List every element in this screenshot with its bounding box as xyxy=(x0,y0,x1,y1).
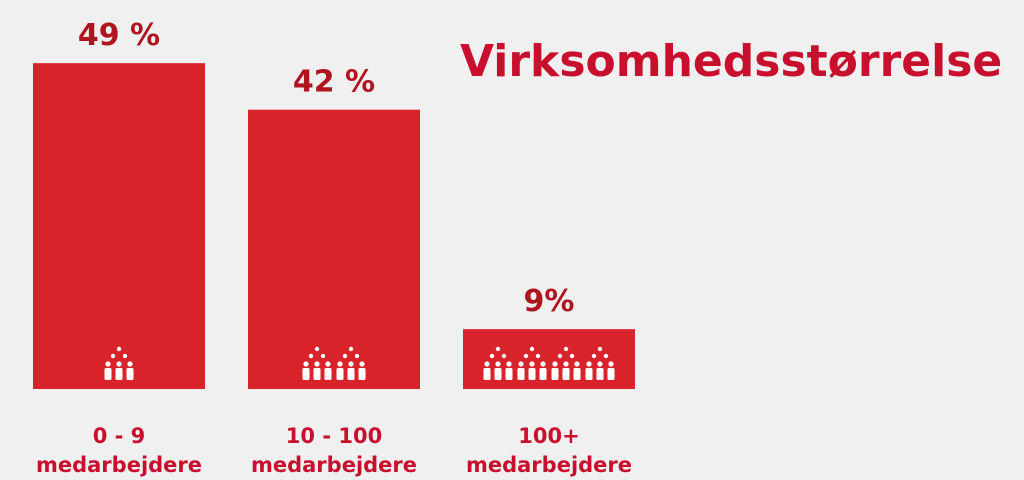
people-icon xyxy=(483,346,615,380)
icon-head xyxy=(359,361,365,367)
icon-head xyxy=(122,353,128,359)
icon-head xyxy=(495,346,501,352)
icon-body xyxy=(562,368,570,380)
icon-head xyxy=(348,346,354,352)
bar xyxy=(33,63,205,390)
icon-body xyxy=(302,368,310,380)
icon-head xyxy=(506,361,512,367)
icon-body xyxy=(539,368,547,380)
icon-body xyxy=(483,368,491,380)
icon-body xyxy=(104,368,112,380)
bar xyxy=(463,329,635,389)
icon-head xyxy=(529,361,535,367)
icon-head xyxy=(308,353,314,359)
x-tick-label: 10 - 100 medarbejdere xyxy=(250,424,418,477)
value-label: 42 % xyxy=(293,65,375,100)
icon-body xyxy=(494,368,502,380)
icon-head xyxy=(563,346,569,352)
x-tick-label: 0 - 9 medarbejdere xyxy=(35,424,203,477)
icon-head xyxy=(569,353,575,359)
icon-head xyxy=(557,353,563,359)
icon-head xyxy=(342,353,348,359)
bar xyxy=(248,109,420,389)
icon-head xyxy=(535,353,541,359)
value-label: 49 % xyxy=(78,18,160,53)
icon-head xyxy=(608,361,614,367)
icon-head xyxy=(348,361,354,367)
icon-body xyxy=(585,368,593,380)
icon-body xyxy=(313,368,321,380)
icon-body xyxy=(336,368,344,380)
icon-head xyxy=(116,361,122,367)
icon-body xyxy=(324,368,332,380)
icon-body xyxy=(517,368,525,380)
icon-head xyxy=(523,353,529,359)
icon-body xyxy=(607,368,615,380)
icon-head xyxy=(603,353,609,359)
icon-head xyxy=(489,353,495,359)
icon-head xyxy=(127,361,133,367)
icon-head xyxy=(303,361,309,367)
icon-head xyxy=(314,346,320,352)
icon-body xyxy=(358,368,366,380)
icon-head xyxy=(337,361,343,367)
icon-head xyxy=(314,361,320,367)
icon-body xyxy=(528,368,536,380)
icon-body xyxy=(573,368,581,380)
icon-head xyxy=(597,361,603,367)
icon-head xyxy=(540,361,546,367)
icon-head xyxy=(116,346,122,352)
value-label: 9% xyxy=(524,284,575,319)
icon-head xyxy=(597,346,603,352)
icon-head xyxy=(591,353,597,359)
icon-head xyxy=(552,361,558,367)
icon-head xyxy=(501,353,507,359)
icon-head xyxy=(320,353,326,359)
people-icon xyxy=(302,346,366,380)
icon-head xyxy=(563,361,569,367)
icon-head xyxy=(484,361,490,367)
icon-head xyxy=(105,361,111,367)
icon-head xyxy=(110,353,116,359)
icon-head xyxy=(495,361,501,367)
icon-body xyxy=(551,368,559,380)
icon-head xyxy=(325,361,331,367)
icon-head xyxy=(574,361,580,367)
icon-head xyxy=(518,361,524,367)
icon-head xyxy=(354,353,360,359)
icon-body xyxy=(505,368,513,380)
chart-title: Virksomhedsstørrelse xyxy=(460,36,1002,87)
icon-body xyxy=(115,368,123,380)
icon-body xyxy=(126,368,134,380)
icon-head xyxy=(586,361,592,367)
icon-head xyxy=(529,346,535,352)
people-icon xyxy=(104,346,134,380)
icon-body xyxy=(596,368,604,380)
x-tick-label: 100+ medarbejdere xyxy=(465,424,633,477)
icon-body xyxy=(347,368,355,380)
